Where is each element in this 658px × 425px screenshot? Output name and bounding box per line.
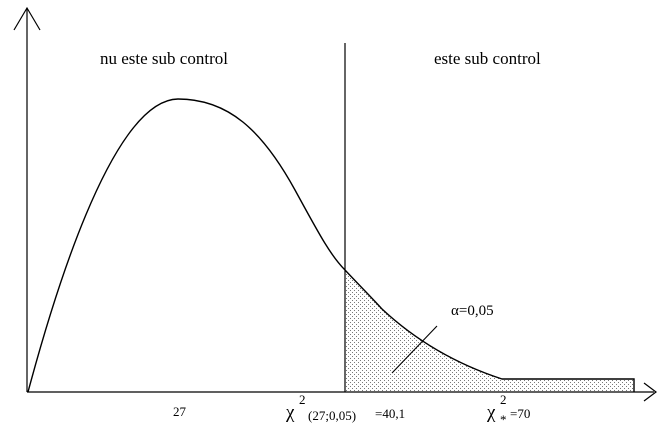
observed-chi-symbol: χ — [486, 402, 496, 423]
observed-chi-power: 2 — [500, 392, 507, 407]
y-axis-arrowhead — [13, 6, 41, 31]
critical-chi-power: 2 — [299, 392, 306, 407]
observed-chi-value: =70 — [510, 406, 530, 421]
alpha-label: α=0,05 — [451, 303, 494, 319]
mode-tick-label: 27 — [173, 404, 187, 419]
critical-value-tick-label: χ 2 (27;0,05) =40,1 — [285, 392, 405, 423]
under-control-label: este sub control — [434, 49, 541, 68]
critical-chi-value: =40,1 — [375, 406, 405, 421]
x-axis-arrowhead — [643, 382, 657, 402]
observed-value-tick-label: χ 2 * =70 — [486, 392, 530, 425]
alpha-pointer-line — [391, 325, 438, 374]
rejection-region-shading — [345, 270, 634, 392]
not-under-control-label: nu este sub control — [100, 49, 228, 68]
density-curve — [27, 98, 635, 393]
critical-chi-symbol: χ — [285, 402, 295, 423]
observed-chi-subscript: * — [500, 412, 507, 425]
critical-chi-subscript: (27;0,05) — [308, 408, 356, 423]
